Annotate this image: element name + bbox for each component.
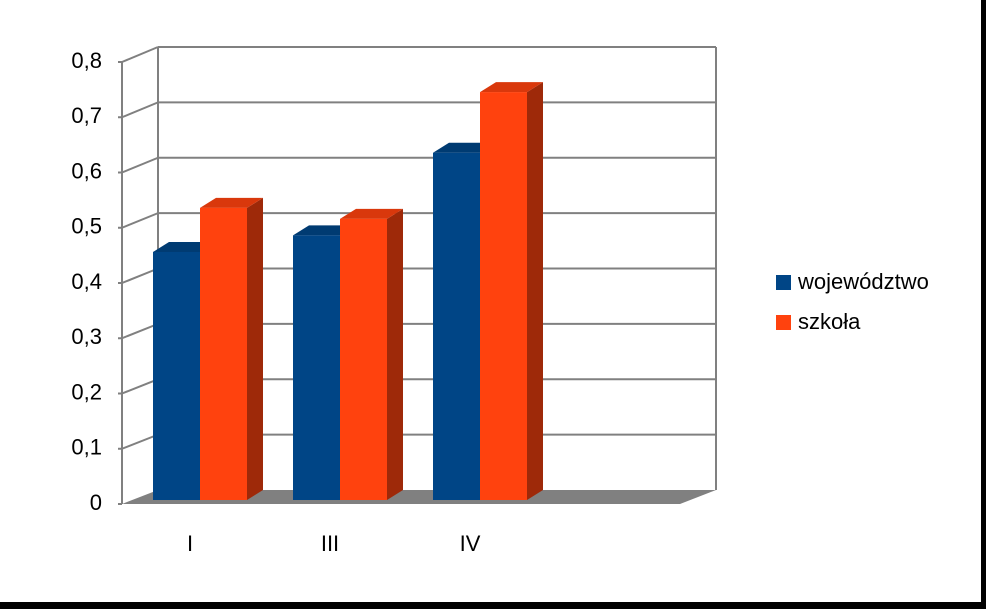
- grid-line-side: [121, 433, 159, 450]
- bar-side: [247, 197, 263, 500]
- legend-label: szkoła: [798, 309, 861, 334]
- grid-line-side: [121, 267, 159, 284]
- bar-top: [340, 208, 403, 219]
- legend-label: województwo: [797, 269, 929, 294]
- y-tick-label: 0,2: [71, 379, 102, 404]
- legend-swatch: [776, 275, 791, 290]
- bar-side: [527, 82, 543, 500]
- y-tick-label: 0,1: [71, 435, 102, 460]
- bar: [340, 208, 403, 501]
- y-tick-label: 0,6: [71, 158, 102, 183]
- bar-front: [153, 251, 200, 500]
- frame-right: [981, 0, 986, 609]
- grid-line-side: [121, 46, 159, 63]
- y-tick-label: 0,3: [71, 324, 102, 349]
- bar-front: [433, 152, 480, 500]
- floor: [122, 490, 716, 504]
- y-tick-label: 0,5: [71, 214, 102, 239]
- bar: [200, 197, 263, 500]
- frame-bottom: [0, 602, 986, 609]
- grid-line-side: [121, 212, 159, 229]
- y-tick-label: 0,8: [71, 48, 102, 73]
- bar-top: [480, 82, 543, 93]
- bar-front: [480, 92, 527, 500]
- grid-line-side: [121, 378, 159, 395]
- bar-front: [293, 235, 340, 500]
- x-tick-label: IV: [460, 531, 481, 556]
- x-tick-label: I: [187, 531, 193, 556]
- bar-front: [340, 218, 387, 501]
- grid-line-side: [121, 156, 159, 174]
- grid-line-side: [121, 101, 159, 119]
- bar-side: [387, 208, 403, 501]
- grid-line-side: [121, 322, 159, 340]
- y-tick-label: 0,7: [71, 103, 102, 128]
- y-tick-label: 0,4: [71, 269, 102, 294]
- legend-swatch: [776, 315, 791, 330]
- bar: [480, 82, 543, 500]
- x-tick-label: III: [321, 531, 339, 556]
- bar-front: [200, 207, 247, 500]
- y-tick-label: 0: [90, 490, 102, 515]
- bar-top: [200, 197, 263, 208]
